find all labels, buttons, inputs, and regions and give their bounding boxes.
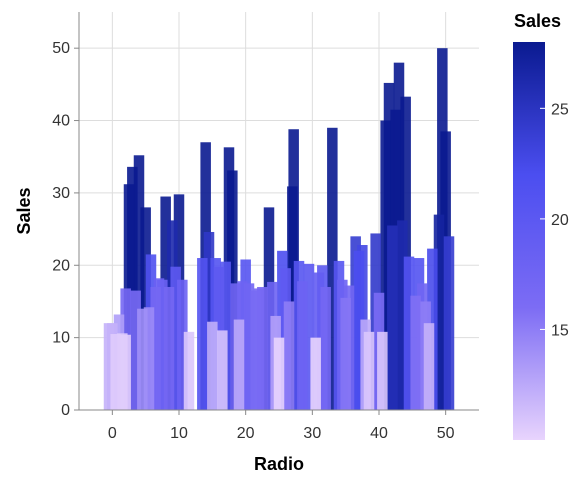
- legend-tick-label: 15: [551, 322, 569, 339]
- bar: [340, 297, 351, 410]
- legend-color-ramp: [513, 42, 545, 440]
- bar: [250, 290, 261, 410]
- bar: [423, 323, 435, 410]
- bar: [130, 290, 141, 410]
- x-tick-label: 30: [303, 425, 321, 442]
- bar: [303, 263, 315, 410]
- bar: [177, 279, 188, 410]
- bar: [363, 331, 375, 410]
- bar: [310, 337, 321, 410]
- legend-ticks: 15 20 25: [540, 101, 569, 339]
- bar: [433, 214, 445, 410]
- legend-tick-label: 20: [551, 212, 569, 229]
- bar: [283, 301, 295, 410]
- x-axis-ticks: 0 10 20 30 40 50: [108, 410, 455, 442]
- x-tick-label: 0: [108, 425, 117, 442]
- bar: [120, 334, 131, 410]
- bar: [163, 286, 175, 410]
- axes: [78, 12, 479, 411]
- bar: [320, 286, 331, 410]
- y-axis-ticks: 0 10 20 30 40 50: [52, 40, 79, 419]
- y-axis-title: Sales: [14, 187, 34, 234]
- bar: [157, 279, 168, 410]
- bar: [403, 256, 415, 410]
- y-tick-label: 40: [52, 113, 70, 130]
- bar: [110, 334, 121, 410]
- y-tick-label: 50: [52, 40, 70, 57]
- bar: [387, 225, 398, 410]
- x-tick-label: 40: [370, 425, 388, 442]
- bar: [137, 308, 148, 410]
- legend-tick-label: 25: [551, 101, 569, 118]
- bar: [443, 236, 455, 410]
- bar: [377, 331, 388, 410]
- bar: [353, 250, 365, 410]
- bar: [133, 155, 145, 410]
- bar: [297, 281, 308, 410]
- y-tick-label: 20: [52, 257, 70, 274]
- bar: [170, 266, 181, 410]
- bar: [197, 258, 208, 410]
- x-axis-title: Radio: [254, 454, 304, 474]
- y-tick-label: 10: [52, 330, 70, 347]
- bar: [273, 337, 285, 410]
- x-tick-label: 50: [437, 425, 455, 442]
- x-tick-label: 20: [237, 425, 255, 442]
- bar: [183, 331, 195, 410]
- bar: [233, 319, 245, 410]
- bar: [150, 286, 161, 410]
- bar: [380, 120, 391, 410]
- x-tick-label: 10: [170, 425, 188, 442]
- bar: [287, 186, 298, 410]
- bar: [217, 330, 228, 410]
- bar: [410, 295, 421, 410]
- bar: [203, 231, 215, 410]
- bar: [143, 307, 155, 410]
- color-legend: Sales 15 20 25: [513, 11, 569, 440]
- y-tick-label: 30: [52, 185, 70, 202]
- bar: [327, 127, 338, 411]
- y-tick-label: 0: [61, 402, 70, 419]
- bar: [243, 283, 255, 410]
- bars: [103, 48, 455, 411]
- bar: [397, 220, 408, 410]
- bar: [207, 321, 218, 410]
- legend-title: Sales: [514, 11, 561, 31]
